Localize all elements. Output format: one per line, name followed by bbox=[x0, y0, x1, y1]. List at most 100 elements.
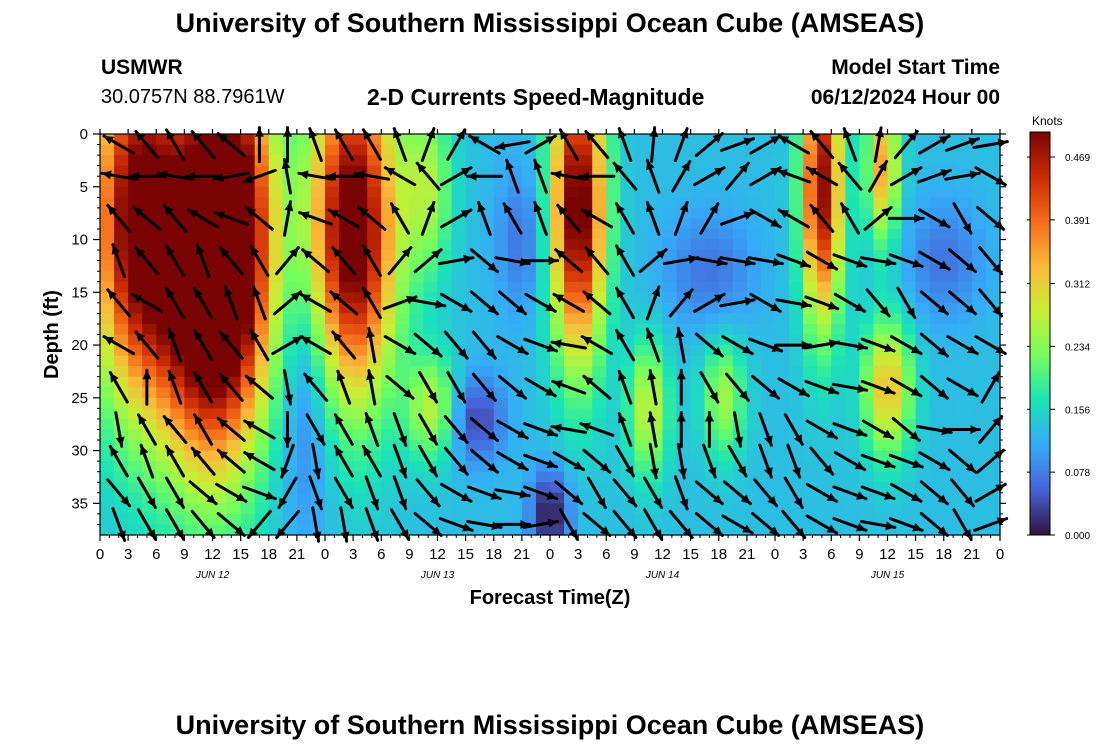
heatmap-cell bbox=[367, 418, 382, 431]
heatmap-cell bbox=[240, 334, 256, 346]
heatmap-cell bbox=[353, 155, 368, 167]
heatmap-cell bbox=[212, 313, 228, 325]
heatmap-cell bbox=[957, 239, 973, 251]
heatmap-cell bbox=[156, 207, 171, 220]
heatmap-cell bbox=[142, 471, 157, 483]
heatmap-cell bbox=[760, 155, 776, 167]
heatmap-cell bbox=[606, 345, 621, 357]
vector-head bbox=[335, 446, 344, 457]
heatmap-cell bbox=[184, 144, 200, 156]
heatmap-cell bbox=[985, 165, 1001, 177]
vector-head bbox=[857, 384, 867, 394]
vector-head bbox=[580, 422, 591, 431]
heatmap-cell bbox=[156, 197, 171, 209]
heatmap-cell bbox=[310, 313, 326, 325]
heatmap-cell bbox=[732, 239, 748, 251]
current-vector bbox=[777, 208, 810, 229]
heatmap-cell bbox=[873, 155, 889, 167]
heatmap-cell bbox=[901, 450, 917, 462]
heatmap-cell bbox=[929, 165, 945, 177]
heatmap-cell bbox=[156, 239, 171, 251]
heatmap-cell bbox=[423, 418, 439, 431]
heatmap-cell bbox=[367, 334, 382, 346]
heatmap-cell bbox=[170, 250, 185, 262]
vector-head bbox=[462, 523, 473, 532]
heatmap-cell bbox=[156, 387, 171, 399]
heatmap-cell bbox=[746, 302, 762, 314]
current-vector bbox=[114, 411, 125, 448]
heatmap-cell bbox=[690, 165, 706, 177]
heatmap-cell bbox=[325, 302, 340, 314]
current-vector bbox=[978, 246, 1004, 276]
heatmap-cell bbox=[957, 281, 973, 293]
heatmap-cell bbox=[803, 366, 818, 378]
vector-head bbox=[993, 220, 1004, 230]
heatmap-cell bbox=[240, 387, 256, 399]
heatmap-cell bbox=[310, 461, 326, 473]
heatmap-cell bbox=[690, 250, 706, 262]
heatmap-cell bbox=[451, 323, 467, 336]
current-vector bbox=[106, 203, 132, 233]
heatmap-cell bbox=[156, 345, 171, 357]
heatmap-cell bbox=[507, 186, 523, 198]
heatmap-cell bbox=[606, 482, 621, 494]
heatmap-cell bbox=[212, 355, 228, 367]
heatmap-cell bbox=[114, 397, 129, 409]
heatmap-cell bbox=[760, 323, 776, 336]
heatmap-cell bbox=[718, 492, 734, 504]
heatmap-cell bbox=[620, 271, 635, 283]
heatmap-cell bbox=[985, 207, 1001, 220]
heatmap-cell bbox=[634, 165, 650, 177]
heatmap-cell bbox=[142, 281, 157, 293]
heatmap-cell bbox=[339, 334, 354, 346]
heatmap-cell bbox=[985, 197, 1001, 209]
heatmap-cell bbox=[353, 387, 368, 399]
heatmap-cell bbox=[282, 366, 298, 378]
heatmap-cell bbox=[901, 492, 917, 504]
heatmap-cell bbox=[128, 366, 143, 378]
vector-head bbox=[215, 211, 226, 220]
current-vector bbox=[944, 425, 981, 434]
heatmap-cell bbox=[254, 503, 270, 515]
heatmap-cell bbox=[957, 302, 973, 314]
heatmap-cell bbox=[423, 144, 439, 156]
heatmap-cell bbox=[676, 345, 692, 357]
heatmap-cell bbox=[803, 302, 818, 314]
heatmap-cell bbox=[648, 165, 664, 177]
heatmap-cell bbox=[451, 313, 467, 325]
heatmap-cell bbox=[465, 186, 481, 198]
heatmap-cell bbox=[929, 155, 945, 167]
heatmap-cell bbox=[704, 134, 720, 146]
current-vector bbox=[413, 248, 443, 274]
vector-head bbox=[519, 489, 530, 499]
current-vector bbox=[804, 295, 840, 311]
heatmap-cell bbox=[114, 302, 129, 314]
heatmap-cell bbox=[395, 197, 410, 209]
heatmap-cell bbox=[381, 281, 396, 293]
heatmap-cell bbox=[943, 397, 959, 409]
heatmap-cell bbox=[184, 355, 200, 367]
current-vector bbox=[361, 128, 382, 161]
heatmap-cell bbox=[845, 323, 860, 336]
vector-head bbox=[312, 531, 322, 542]
heatmap-cell bbox=[170, 429, 185, 441]
heatmap-cell bbox=[620, 492, 635, 504]
current-vector bbox=[283, 200, 294, 237]
heatmap-cell bbox=[240, 271, 256, 283]
current-vector bbox=[524, 134, 557, 155]
heatmap-cell bbox=[817, 482, 832, 494]
heatmap-cell bbox=[943, 345, 959, 357]
heatmap-cell bbox=[564, 366, 579, 378]
heatmap-cell bbox=[339, 239, 354, 251]
heatmap-cell bbox=[634, 207, 650, 220]
heatmap-cell bbox=[493, 250, 509, 262]
heatmap-cell bbox=[887, 260, 903, 272]
heatmap-cell bbox=[240, 461, 256, 473]
heatmap-cell bbox=[760, 176, 776, 188]
heatmap-cell bbox=[465, 228, 481, 241]
heatmap-cell bbox=[915, 228, 931, 241]
heatmap-cell bbox=[873, 144, 889, 156]
current-vector bbox=[919, 480, 949, 506]
heatmap-cell bbox=[353, 186, 368, 198]
heatmap-cell bbox=[817, 397, 832, 409]
